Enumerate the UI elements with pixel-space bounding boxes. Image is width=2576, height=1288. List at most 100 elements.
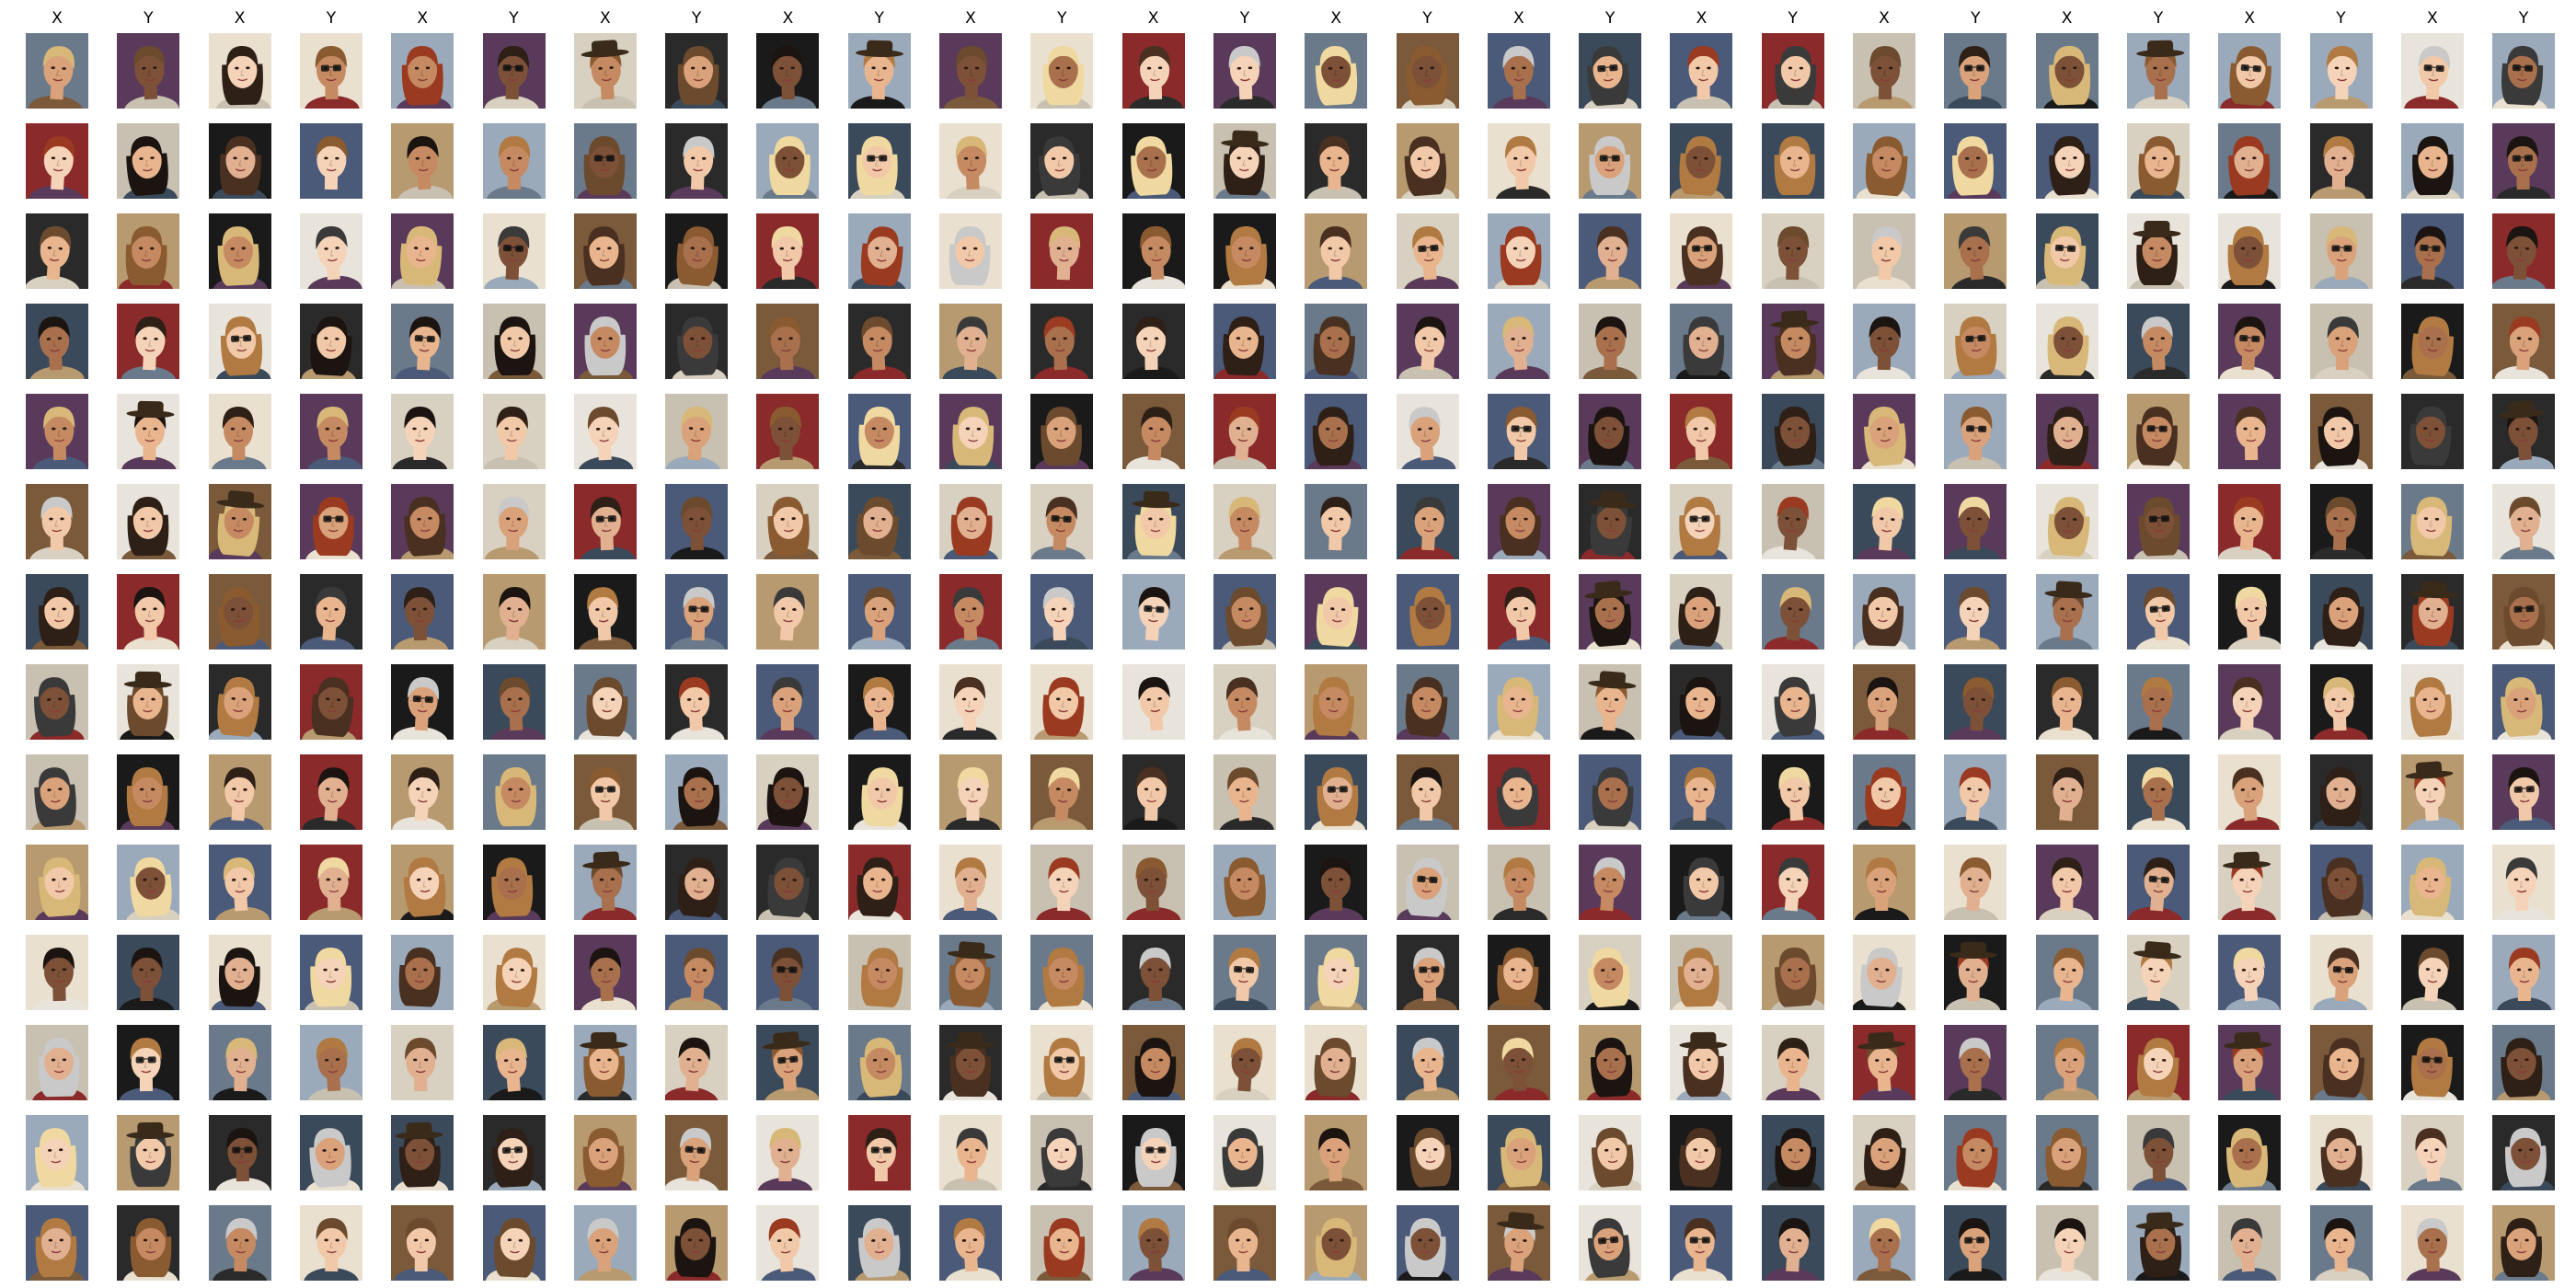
face-photo-icon [1122,394,1185,469]
face-photo-icon [117,1115,179,1190]
face-photo-icon [1944,845,2007,920]
face-photo-icon [1122,1115,1185,1190]
face-photo-icon [1397,1025,1459,1100]
face-photo-icon [1762,213,1824,289]
face-photo-icon [939,33,1002,109]
face-photo-icon [665,33,728,109]
face-photo-icon [2218,754,2281,830]
face-photo-icon [574,754,637,830]
face-photo-icon [1944,935,2007,1010]
face-photo-icon [939,845,1002,920]
face-photo-icon [1488,754,1550,830]
face-photo-icon [1030,304,1093,379]
face-photo-icon [391,1205,454,1281]
face-photo-icon [117,1115,179,1190]
face-photo-icon [26,1205,88,1281]
face-photo-icon [1213,1205,1276,1281]
face-photo-icon [574,664,637,740]
face-photo-icon [300,394,362,469]
face-photo-icon [1944,664,2007,740]
face-photo-icon [2127,845,2190,920]
face-photo-icon [2401,484,2464,559]
face-photo-icon [665,484,728,559]
face-photo-icon [1397,574,1459,650]
face-photo-icon [1853,1025,1915,1100]
face-photo-icon [1762,484,1824,559]
face-photo-icon [209,394,271,469]
face-photo-icon [2218,1025,2281,1100]
face-photo-icon [1579,304,1641,379]
column-label-y: Y [1057,9,1067,28]
face-photo-icon [1305,1115,1367,1190]
face-photo-icon [2401,935,2464,1010]
face-photo-icon [391,304,454,379]
face-photo-icon [483,664,546,740]
face-photo-icon [2401,574,2464,650]
face-photo-icon [1579,394,1641,469]
face-photo-icon [2127,1115,2190,1190]
face-photo-icon [1122,394,1185,469]
face-photo-icon [939,213,1002,289]
face-photo-icon [2492,754,2555,830]
face-photo-icon [574,484,637,559]
face-photo-icon [1397,935,1459,1010]
face-photo-icon [756,574,819,650]
face-photo-icon [665,304,728,379]
face-photo-icon [1122,845,1185,920]
face-photo-icon [2127,1025,2190,1100]
face-photo-icon [848,304,911,379]
face-photo-icon [939,213,1002,289]
face-photo-icon [1944,484,2007,559]
face-photo-icon [2127,304,2190,379]
face-photo-icon [1579,304,1641,379]
face-photo-icon [209,754,271,830]
face-photo-icon [2218,123,2281,199]
face-photo-icon [1305,845,1367,920]
face-photo-icon [939,664,1002,740]
face-photo-icon [1030,574,1093,650]
face-photo-icon [2218,394,2281,469]
face-photo-icon [1305,213,1367,289]
column-label-y: Y [1422,9,1432,28]
face-photo-icon [1305,484,1367,559]
face-photo-icon [2401,754,2464,830]
face-photo-icon [2218,213,2281,289]
column-label-y: Y [1971,9,1981,28]
face-photo-icon [1030,304,1093,379]
face-photo-icon [483,213,546,289]
face-photo-icon [2310,484,2373,559]
face-photo-icon [2036,394,2099,469]
face-photo-icon [1670,304,1732,379]
face-photo-icon [391,845,454,920]
face-photo-icon [2127,754,2190,830]
face-photo-icon [1213,1115,1276,1190]
face-photo-icon [2310,33,2373,109]
face-photo-icon [665,574,728,650]
face-photo-icon [1762,754,1824,830]
face-photo-icon [939,484,1002,559]
face-photo-icon [483,213,546,289]
face-photo-icon [300,754,362,830]
face-photo-icon [2492,33,2555,109]
face-photo-icon [2127,845,2190,920]
face-photo-icon [1030,1115,1093,1190]
face-photo-icon [1122,1115,1185,1190]
face-photo-icon [756,1025,819,1100]
face-photo-icon [1397,33,1459,109]
face-photo-icon [939,484,1002,559]
column-label-x: X [2244,9,2256,28]
face-photo-icon [117,845,179,920]
face-photo-icon [391,394,454,469]
face-photo-icon [1305,1205,1367,1281]
face-photo-icon [2218,213,2281,289]
face-photo-icon [756,484,819,559]
face-photo-icon [1670,1025,1732,1100]
face-photo-icon [1397,33,1459,109]
face-photo-icon [483,33,546,109]
face-photo-icon [1944,1025,2007,1100]
face-photo-icon [2310,1025,2373,1100]
face-photo-icon [26,213,88,289]
face-photo-icon [209,664,271,740]
face-photo-icon [848,394,911,469]
face-photo-icon [391,1205,454,1281]
